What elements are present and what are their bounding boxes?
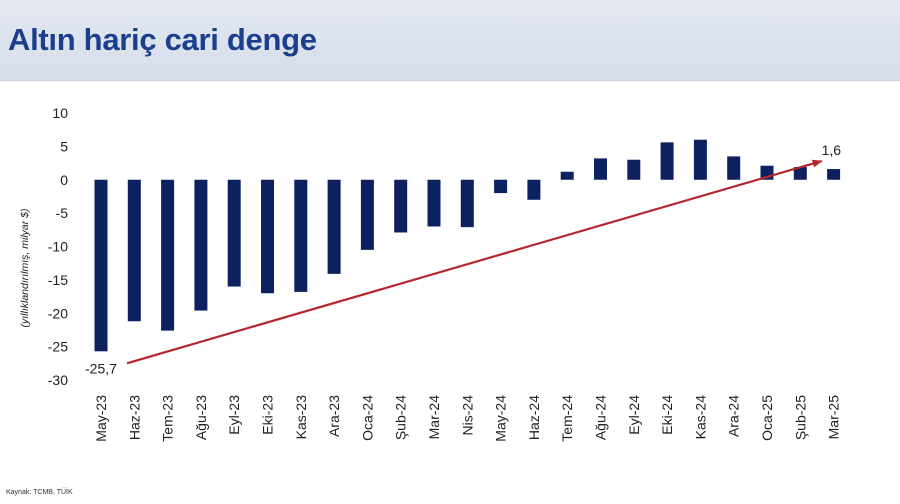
bar-Şub-25 [793,167,807,180]
page-title: Altın hariç cari denge [8,22,317,57]
x-tick-label: Oca-24 [359,395,375,441]
y-tick-label: -30 [48,372,68,388]
y-tick-label: -10 [48,239,68,255]
bar-Mar-24 [427,179,441,227]
bar-Ara-23 [327,179,341,274]
y-tick-label: -25 [48,339,68,355]
y-axis-label: (yıllıklandırılmış, milyar $) [19,208,31,327]
y-tick-label: 10 [52,105,68,121]
x-tick-label: Ağu-24 [593,395,609,440]
bar-Tem-24 [560,171,574,180]
bar-Haz-23 [127,179,141,322]
bar-Tem-23 [161,179,175,331]
x-tick-label: Ara-23 [326,395,342,437]
bar-Oca-24 [360,179,374,250]
bar-Ara-24 [727,156,741,180]
x-tick-label: Mar-25 [826,395,842,440]
x-tick-label: Oca-25 [759,395,775,441]
x-tick-label: Haz-23 [126,395,142,440]
x-tick-label: Eki-23 [260,395,276,435]
bar-Ağu-23 [194,179,208,311]
bar-Eki-24 [660,142,674,180]
x-tick-label: Şub-25 [792,395,808,440]
x-tick-label: Kas-24 [692,395,708,440]
y-tick-label: -20 [48,305,68,321]
bar-Kas-23 [294,179,308,292]
x-tick-label: Eki-24 [659,395,675,435]
source-note: Kaynak: TCMB, TÜİK [6,489,73,496]
y-tick-label: -15 [48,272,68,288]
data-label: 1,6 [822,142,842,158]
x-tick-label: Tem-24 [559,395,575,442]
bar-Eyl-23 [227,179,241,287]
bar-Şub-24 [394,179,408,233]
bar-May-24 [494,179,508,194]
data-label: -25,7 [85,360,117,376]
y-tick-label: 5 [60,138,68,154]
bar-Kas-24 [693,139,707,180]
x-tick-label: Kas-23 [293,395,309,440]
bar-Nis-24 [460,179,474,228]
x-tick-label: Ara-24 [726,395,742,437]
bar-Mar-25 [827,169,841,180]
x-tick-label: Şub-24 [393,395,409,440]
y-tick-label: -5 [56,205,69,221]
x-tick-label: May-23 [93,395,109,442]
x-tick-label: Eyl-24 [626,395,642,435]
x-tick-label: May-24 [493,395,509,442]
header-band [0,0,900,81]
bar-Ağu-24 [594,158,607,180]
bar-May-23 [94,179,108,352]
bar-Haz-24 [527,179,541,200]
x-tick-label: Nis-24 [459,395,475,436]
trend-arrow [126,159,823,365]
x-tick-label: Ağu-23 [193,395,209,440]
x-tick-label: Tem-23 [160,395,176,442]
x-tick-label: Eyl-23 [226,395,242,435]
y-tick-label: 0 [60,172,68,188]
x-tick-label: Haz-24 [526,395,542,440]
x-tick-label: Mar-24 [426,395,442,440]
bar-Eki-23 [261,179,274,294]
bar-Eyl-24 [627,159,641,180]
